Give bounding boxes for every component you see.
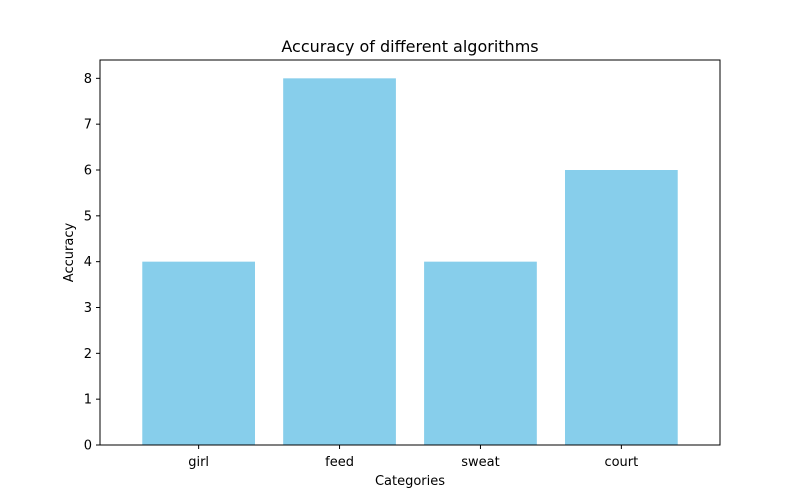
- bar-feed: [283, 78, 396, 445]
- x-axis-ticks: girl feed sweat court: [188, 445, 638, 470]
- x-tick-label: feed: [325, 455, 354, 470]
- plot-frame: [99, 59, 721, 446]
- chart-title: Accuracy of different algorithms: [281, 37, 538, 56]
- y-tick-label: 6: [84, 164, 92, 179]
- y-tick-label: 2: [84, 347, 92, 362]
- bar-sweat: [424, 261, 537, 445]
- y-tick-label: 7: [84, 118, 92, 133]
- y-tick-label: 1: [84, 393, 92, 408]
- y-tick-label: 3: [84, 301, 92, 316]
- x-tick-label: girl: [188, 455, 209, 470]
- y-tick-label: 0: [84, 439, 92, 454]
- x-axis-label: Categories: [375, 474, 445, 489]
- x-tick-label: court: [604, 455, 638, 470]
- y-tick-label: 8: [84, 72, 92, 87]
- bar-court: [565, 170, 678, 445]
- y-tick-label: 4: [84, 255, 92, 270]
- y-tick-label: 5: [84, 209, 92, 224]
- bar-series: [142, 78, 678, 445]
- y-axis-label: Accuracy: [62, 223, 77, 283]
- bar-girl: [142, 261, 255, 445]
- y-axis-ticks: 0 1 2 3 4 5 6 7 8: [84, 72, 100, 454]
- x-tick-label: sweat: [461, 455, 499, 470]
